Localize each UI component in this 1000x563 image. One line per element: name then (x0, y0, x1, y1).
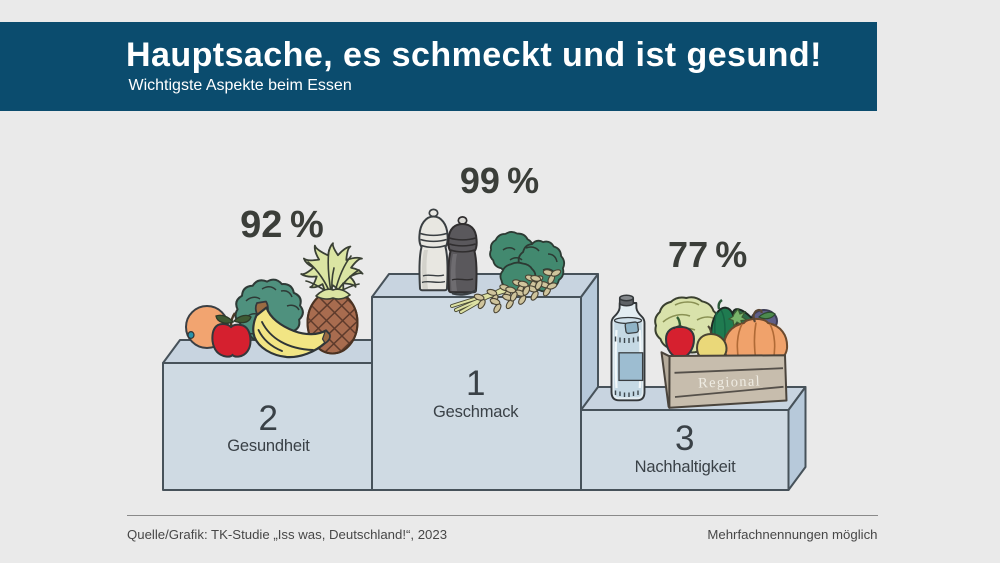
svg-text:Regional: Regional (698, 373, 761, 391)
